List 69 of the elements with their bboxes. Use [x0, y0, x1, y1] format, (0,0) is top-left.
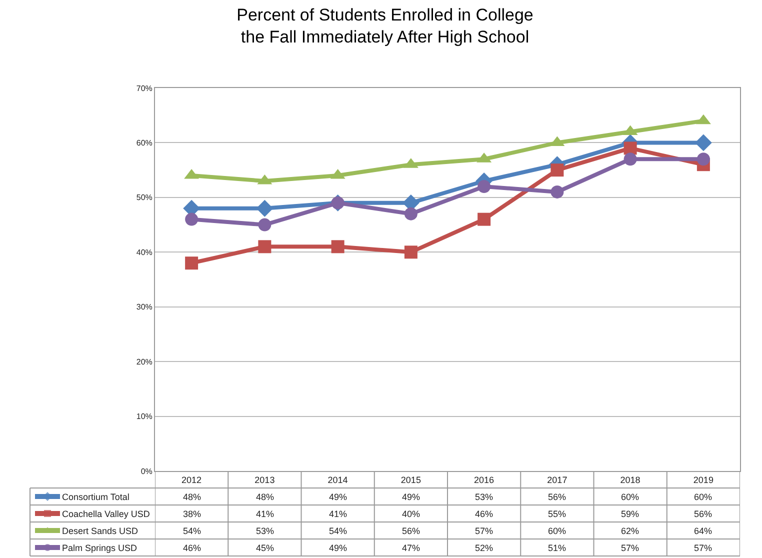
data-label: 56% — [548, 492, 566, 502]
point — [331, 240, 344, 254]
data-label: 38% — [183, 509, 202, 519]
data-label: 40% — [402, 509, 420, 519]
data-label: 62% — [621, 526, 640, 536]
point — [404, 246, 418, 259]
data-label: 52% — [475, 543, 494, 553]
y-tick-label: 60% — [136, 138, 152, 148]
data-label: 49% — [402, 492, 420, 502]
data-label: 60% — [694, 492, 712, 502]
data-label: 53% — [256, 526, 274, 536]
point — [550, 185, 564, 198]
data-label: 49% — [329, 492, 348, 502]
data-label: 45% — [256, 543, 274, 553]
data-label: 55% — [548, 509, 566, 519]
point — [478, 180, 491, 193]
x-tick-label: 2012 — [182, 474, 202, 485]
y-tick-label: 20% — [136, 357, 152, 366]
x-tick-label: 2018 — [620, 474, 640, 485]
x-tick-label: 2017 — [547, 474, 568, 485]
data-label: 57% — [694, 543, 712, 553]
data-label: 54% — [329, 526, 348, 536]
point — [696, 152, 710, 166]
point — [258, 240, 272, 254]
data-label: 46% — [183, 543, 202, 553]
data-label: 48% — [256, 492, 274, 502]
data-label: 41% — [256, 509, 274, 519]
legend-label: Palm Springs USD — [62, 543, 138, 553]
data-label: 51% — [548, 543, 566, 553]
point — [256, 200, 274, 217]
x-tick-label: 2015 — [400, 474, 421, 485]
point — [404, 207, 418, 220]
data-label: 56% — [694, 509, 712, 519]
y-tick-label: 10% — [136, 412, 152, 422]
y-tick-label: 70% — [136, 84, 152, 93]
data-label: 59% — [621, 509, 640, 519]
point — [694, 134, 712, 152]
data-label: 60% — [621, 492, 640, 502]
data-label: 57% — [475, 526, 494, 536]
data-label: 47% — [402, 543, 420, 553]
point — [624, 142, 637, 155]
data-label: 41% — [329, 509, 348, 519]
data-label: 48% — [183, 492, 202, 502]
data-label: 64% — [694, 526, 712, 536]
point — [624, 152, 637, 166]
data-label: 46% — [475, 509, 494, 519]
x-tick-label: 2019 — [693, 474, 714, 485]
x-tick-label: 2016 — [474, 474, 494, 485]
legend-label: Consortium Total — [62, 492, 130, 502]
y-tick-label: 50% — [136, 193, 152, 202]
point — [258, 218, 272, 232]
chart-title: Percent of Students Enrolled in College the Fall Immediately After High School — [236, 5, 534, 46]
data-label: 54% — [183, 526, 202, 536]
legend-label: Desert Sands USD — [62, 526, 139, 536]
y-tick-label: 30% — [136, 302, 152, 312]
data-label: 60% — [548, 526, 566, 536]
point — [550, 164, 564, 177]
data-label: 53% — [475, 492, 494, 502]
y-tick-label: 40% — [136, 248, 152, 257]
data-label: 49% — [329, 543, 348, 553]
data-label: 56% — [402, 526, 420, 536]
point — [185, 256, 198, 270]
point — [478, 212, 491, 226]
legend-label: Coachella Valley USD — [62, 509, 150, 519]
x-tick-label: 2014 — [328, 474, 348, 485]
data-label: 57% — [621, 543, 640, 553]
point — [185, 212, 198, 226]
y-tick-label: 0% — [140, 466, 152, 476]
x-tick-label: 2013 — [254, 474, 275, 485]
